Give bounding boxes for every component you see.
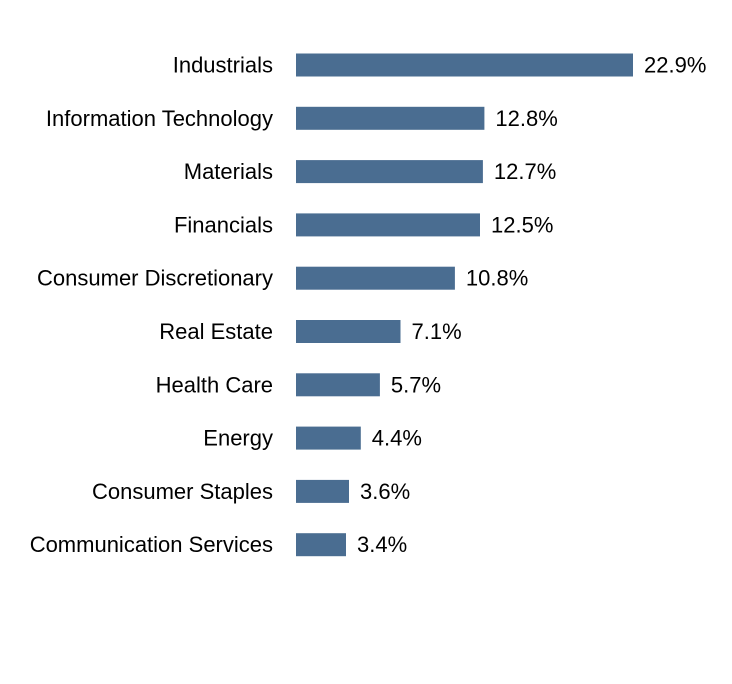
value-label-health-care: 5.7% (391, 372, 441, 397)
value-label-materials: 12.7% (494, 159, 556, 184)
bar-energy (296, 426, 361, 450)
bar-health-care (296, 373, 380, 397)
bars-group (296, 53, 633, 557)
bar-information-technology (296, 106, 485, 130)
value-label-consumer-staples: 3.6% (360, 479, 410, 504)
bar-communication-services (296, 533, 346, 557)
value-label-real-estate: 7.1% (412, 319, 462, 344)
value-label-consumer-discretionary: 10.8% (466, 266, 528, 291)
bar-real-estate (296, 320, 401, 343)
value-label-information-technology: 12.8% (495, 106, 557, 131)
category-label-financials: Financials (174, 212, 273, 237)
category-label-communication-services: Communication Services (30, 532, 273, 557)
category-labels-group: Industrials Information Technology Materia… (30, 53, 273, 558)
category-label-consumer-staples: Consumer Staples (92, 479, 273, 504)
bar-financials (296, 213, 480, 237)
bar-consumer-discretionary (296, 266, 455, 290)
bar-consumer-staples (296, 479, 349, 503)
value-label-industrials: 22.9% (644, 53, 706, 78)
category-label-industrials: Industrials (173, 53, 273, 78)
value-label-financials: 12.5% (491, 212, 553, 237)
bar-industrials (296, 53, 633, 77)
category-label-materials: Materials (184, 159, 273, 184)
bar-materials (296, 160, 483, 184)
value-labels-group: 22.9% 12.8% 12.7% 12.5% 10.8% 7.1% 5.7% 4.4% 3.6… (357, 53, 706, 558)
category-label-real-estate: Real Estate (159, 319, 273, 344)
category-label-consumer-discretionary: Consumer Discretionary (37, 266, 273, 291)
category-label-energy: Energy (203, 426, 273, 451)
category-label-information-technology: Information Technology (46, 106, 273, 131)
category-label-health-care: Health Care (156, 372, 273, 397)
value-label-energy: 4.4% (372, 426, 422, 451)
value-label-communication-services: 3.4% (357, 532, 407, 557)
